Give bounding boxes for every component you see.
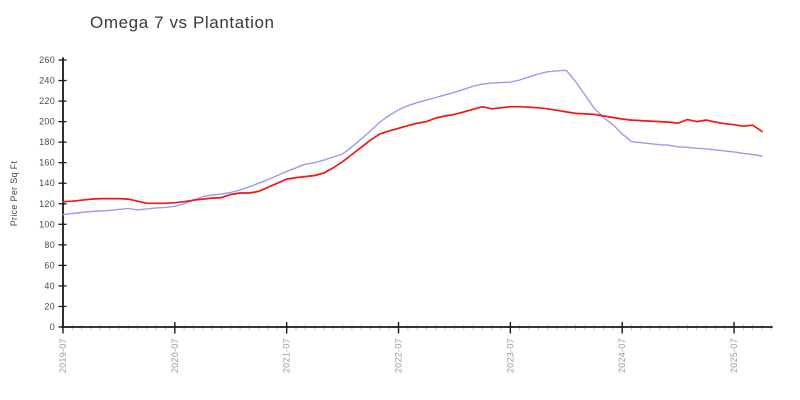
x-tick-label: 2025-07 (729, 338, 739, 373)
y-tick-label: 140 (39, 178, 55, 188)
x-tick-label: 2023-07 (505, 338, 515, 373)
y-tick-label: 40 (44, 281, 55, 291)
y-tick-label: 80 (44, 240, 55, 250)
y-axis-label: Price Per Sq Ft (9, 161, 19, 227)
y-tick-label: 60 (44, 260, 55, 270)
y-tick-label: 240 (39, 76, 55, 86)
x-tick-label: 2024-07 (617, 338, 627, 373)
x-tick-label: 2021-07 (282, 338, 292, 373)
series-line-omega-7 (62, 105, 763, 205)
y-tick-label: 220 (39, 96, 55, 106)
x-tick-label: 2019-07 (58, 338, 68, 373)
chart-title: Omega 7 vs Plantation (90, 13, 275, 32)
y-tick-label: 200 (39, 117, 55, 127)
series-line-plantation (62, 69, 763, 216)
x-axis-ticks: 2019-07 2020-07 2021-07 2022-07 2023-07 2024-… (58, 322, 739, 373)
y-tick-label: 120 (39, 199, 55, 209)
y-tick-label: 0 (50, 322, 55, 332)
y-tick-label: 160 (39, 158, 55, 168)
y-tick-label: 100 (39, 219, 55, 229)
y-tick-label: 180 (39, 137, 55, 147)
y-tick-label: 20 (44, 301, 55, 311)
y-axis-ticks: 0 20 40 60 80 100 120 140 160 180 200 220 240 260 (39, 55, 67, 332)
x-tick-label: 2022-07 (394, 338, 404, 373)
y-tick-label: 260 (39, 55, 55, 65)
x-tick-label: 2020-07 (170, 338, 180, 373)
